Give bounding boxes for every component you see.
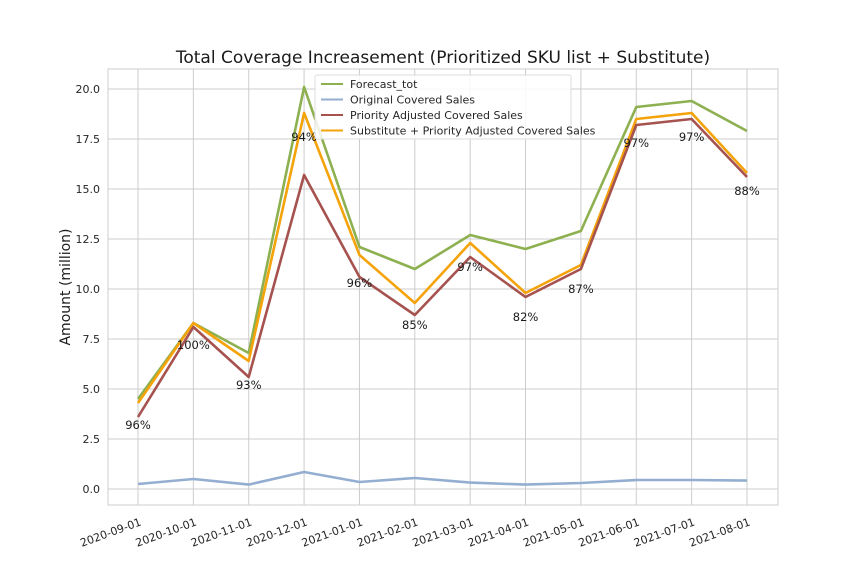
y-tick-label: 5.0 [83, 383, 101, 396]
grid [108, 69, 778, 505]
legend-entry: Priority Adjusted Covered Sales [350, 109, 523, 122]
x-tick-label: 2020-09-01 [78, 516, 143, 550]
y-tick-label: 12.5 [76, 233, 101, 246]
legend-entry: Substitute + Priority Adjusted Covered S… [350, 125, 596, 138]
data-label: 88% [734, 184, 760, 198]
y-axis-label: Amount (million) [58, 228, 74, 345]
x-tick-label: 2021-01-01 [300, 516, 365, 550]
y-tick-label: 2.5 [83, 433, 101, 446]
legend-entry: Original Covered Sales [350, 94, 475, 107]
data-label: 96% [347, 276, 373, 290]
x-tick-label: 2020-11-01 [189, 516, 254, 550]
y-tick-label: 15.0 [76, 183, 101, 196]
y-tick-label: 7.5 [83, 333, 101, 346]
x-tick-label: 2021-04-01 [466, 516, 531, 550]
series-lines [136, 85, 748, 486]
x-tick-label: 2021-05-01 [521, 516, 586, 550]
series-line-forecast-tot [136, 85, 748, 400]
data-label: 97% [457, 260, 483, 274]
data-label: 94% [291, 130, 317, 144]
x-tick-label: 2021-03-01 [411, 516, 476, 550]
legend-box [314, 74, 572, 140]
legend: Forecast_tot Original Covered Sales Priori… [314, 74, 596, 140]
data-label: 96% [125, 418, 151, 432]
series-line-priority-adjusted-covered-sales [136, 117, 748, 418]
data-label: 87% [568, 282, 594, 296]
y-tick-label: 0.0 [83, 483, 101, 496]
data-label: 82% [513, 310, 539, 324]
data-label: 97% [679, 130, 705, 144]
data-labels: 96% 100% 93% 94% 96% 85% 97% 82% 87% 97% 97% 88% [125, 130, 760, 432]
data-label: 97% [623, 136, 649, 150]
x-tick-label: 2021-06-01 [577, 516, 642, 550]
x-tick-label: 2021-02-01 [355, 516, 420, 550]
y-tick-label: 10.0 [76, 283, 101, 296]
y-tick-label: 20.0 [76, 83, 101, 96]
data-label: 85% [402, 318, 428, 332]
y-tick-label: 17.5 [76, 133, 101, 146]
chart-title: Total Coverage Increasement (Prioritized… [175, 48, 710, 68]
y-axis-ticks: 0.0 2.5 5.0 7.5 10.0 12.5 15.0 17.5 20.0 [76, 83, 101, 496]
x-tick-label: 2020-10-01 [134, 516, 199, 550]
series-line-substitute-priority-adjusted-covered-sales [136, 111, 748, 404]
data-label: 100% [177, 338, 210, 352]
x-tick-label: 2020-12-01 [245, 516, 310, 550]
legend-entry: Forecast_tot [350, 78, 418, 91]
x-tick-label: 2021-08-01 [687, 516, 752, 550]
series-line-original-covered-sales [137, 470, 748, 486]
x-axis-ticks: 2020-09-012020-10-012020-11-012020-12-01… [78, 516, 752, 550]
x-tick-label: 2021-07-01 [632, 516, 697, 550]
data-label: 93% [236, 378, 262, 392]
